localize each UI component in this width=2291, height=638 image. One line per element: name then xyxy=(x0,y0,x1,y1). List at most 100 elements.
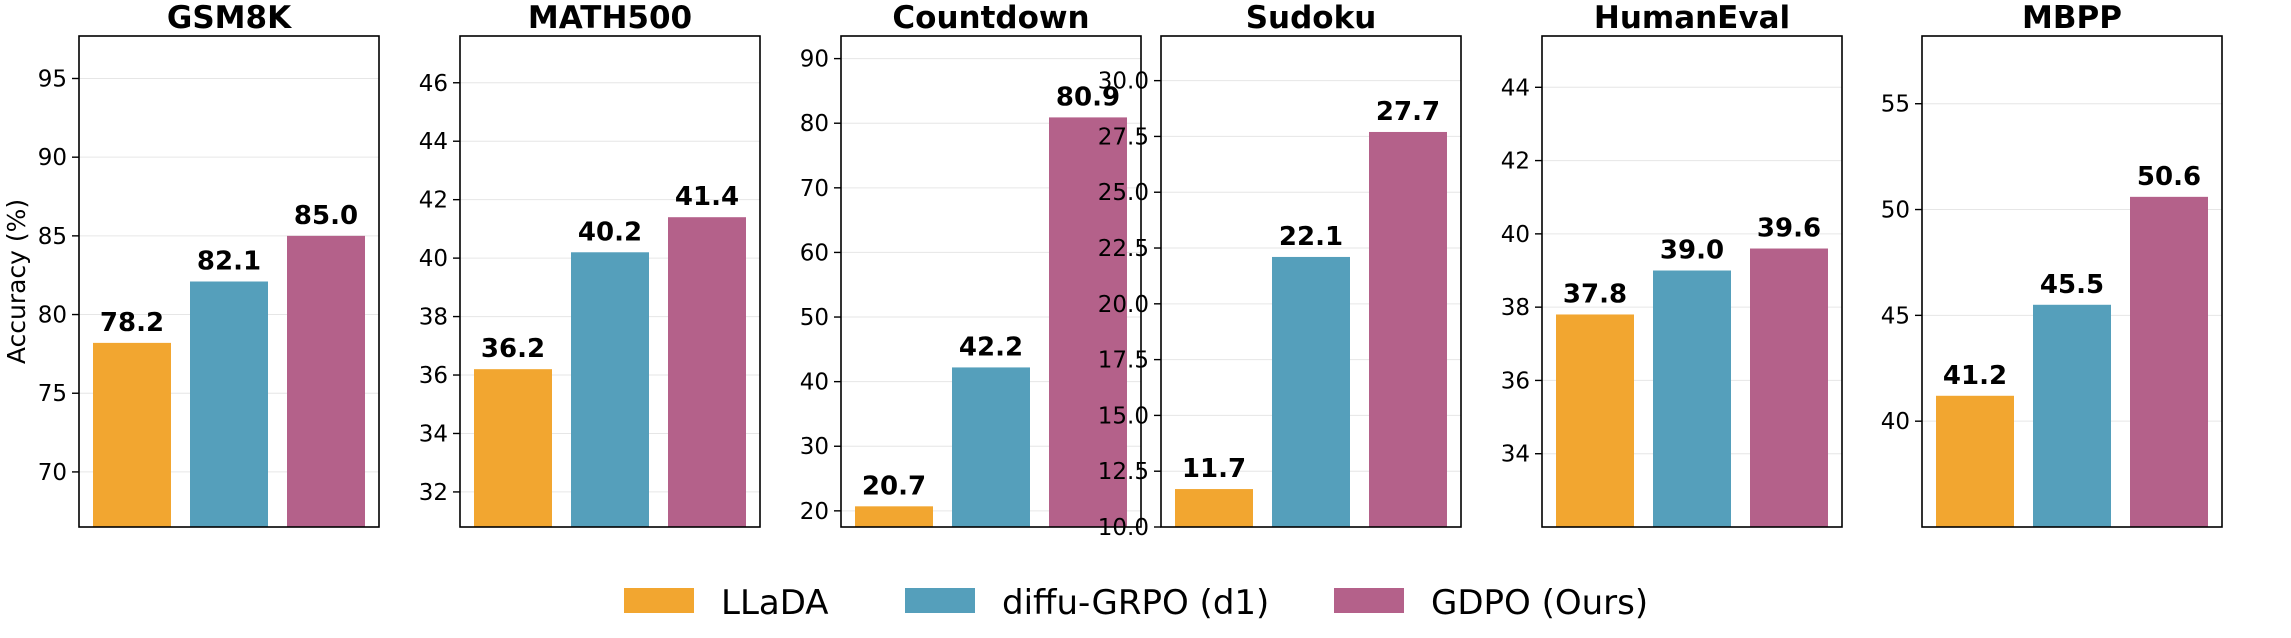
y-tick-label: 20.0 xyxy=(1098,292,1149,318)
axes-frame xyxy=(1160,35,1462,528)
y-tick-label: 70 xyxy=(38,460,67,486)
y-tick-label: 42 xyxy=(1501,149,1530,175)
y-tick-label: 50 xyxy=(1881,198,1910,224)
y-tick-label: 55 xyxy=(1881,92,1910,118)
bar xyxy=(668,217,746,527)
y-tick-label: 42 xyxy=(419,188,448,214)
value-label: 45.5 xyxy=(2040,270,2104,300)
y-tick-label: 36 xyxy=(419,363,448,389)
value-label: 42.2 xyxy=(959,332,1023,362)
legend-swatch xyxy=(905,588,975,613)
y-tick-label: 34 xyxy=(419,421,448,447)
bar xyxy=(1653,270,1731,527)
y-tick-label: 80 xyxy=(38,303,67,329)
y-tick-label: 22.5 xyxy=(1098,236,1149,262)
bar xyxy=(855,506,933,527)
bar xyxy=(1049,117,1127,527)
value-label: 11.7 xyxy=(1182,454,1246,484)
value-label: 41.2 xyxy=(1943,361,2007,391)
y-tick-label: 60 xyxy=(800,240,829,266)
value-label: 80.9 xyxy=(1056,82,1120,112)
bar xyxy=(190,281,268,527)
y-tick-label: 80 xyxy=(800,111,829,137)
chart-panel: 37.8 39.0 39.6 34 36 38 40 42 44 HumanEval xyxy=(1501,0,1843,528)
chart-panel: 36.2 40.2 41.4 32 34 36 38 40 42 44 46 MATH500 xyxy=(419,0,761,528)
y-tick-label: 44 xyxy=(419,129,448,155)
bar xyxy=(952,367,1030,527)
y-tick-label: 38 xyxy=(419,305,448,331)
y-tick-label: 25.0 xyxy=(1098,180,1149,206)
y-tick-label: 36 xyxy=(1501,368,1530,394)
bar xyxy=(287,235,365,527)
bar xyxy=(1369,131,1447,527)
y-tick-label: 70 xyxy=(800,176,829,202)
legend-label: LLaDA xyxy=(721,583,829,623)
y-tick-label: 40 xyxy=(1501,222,1530,248)
value-label: 37.8 xyxy=(1563,279,1627,309)
y-tick-label: 27.5 xyxy=(1098,124,1149,150)
panel-title: GSM8K xyxy=(167,0,292,36)
y-tick-label: 90 xyxy=(38,145,67,171)
value-label: 22.1 xyxy=(1279,222,1343,252)
bar xyxy=(1750,248,1828,527)
chart-panel: 78.2 82.1 85.0 70 75 80 85 90 95 GSM8K Accuracy (%… xyxy=(2,0,380,528)
value-label: 39.6 xyxy=(1757,214,1821,244)
legend-label: diffu-GRPO (d1) xyxy=(1002,583,1269,623)
legend-label: GDPO (Ours) xyxy=(1431,583,1648,623)
legend: LLaDA diffu-GRPO (d1) GDPO (Ours) xyxy=(624,583,1648,623)
value-label: 36.2 xyxy=(481,334,545,364)
bar xyxy=(93,342,171,527)
legend-item: diffu-GRPO (d1) xyxy=(905,583,1269,623)
axes-frame xyxy=(78,35,380,528)
panels: 78.2 82.1 85.0 70 75 80 85 90 95 GSM8K Accuracy (%… xyxy=(2,0,2223,541)
legend-swatch xyxy=(624,588,694,613)
bar xyxy=(571,252,649,527)
bar xyxy=(1272,256,1350,527)
chart-panel: 11.7 22.1 27.7 10.0 12.5 15.0 17.5 20.0 22.5 25.0… xyxy=(1098,0,1462,541)
legend-swatch xyxy=(1334,588,1404,613)
value-label: 82.1 xyxy=(197,247,261,277)
axes-frame xyxy=(1921,35,2223,528)
y-tick-label: 40 xyxy=(419,246,448,272)
value-label: 85.0 xyxy=(294,201,358,231)
panel-title: MBPP xyxy=(2022,0,2122,36)
panel-title: Sudoku xyxy=(1246,0,1377,36)
legend-item: LLaDA xyxy=(624,583,829,623)
chart-panel: 20.7 42.2 80.9 20 30 40 50 60 70 80 90 Countdown xyxy=(800,0,1142,528)
value-label: 20.7 xyxy=(862,471,926,501)
axes-frame xyxy=(459,35,761,528)
y-tick-label: 20 xyxy=(800,499,829,525)
y-tick-label: 44 xyxy=(1501,75,1530,101)
bar xyxy=(1936,395,2014,527)
y-tick-label: 45 xyxy=(1881,303,1910,329)
y-tick-label: 40 xyxy=(1881,409,1910,435)
y-tick-label: 17.5 xyxy=(1098,348,1149,374)
y-tick-label: 40 xyxy=(800,370,829,396)
value-label: 78.2 xyxy=(100,308,164,338)
y-tick-label: 15.0 xyxy=(1098,403,1149,429)
y-tick-label: 30 xyxy=(800,434,829,460)
value-label: 39.0 xyxy=(1660,236,1724,266)
y-tick-label: 46 xyxy=(419,71,448,97)
legend-item: GDPO (Ours) xyxy=(1334,583,1648,623)
y-tick-label: 30.0 xyxy=(1098,69,1149,95)
y-axis-label: Accuracy (%) xyxy=(2,199,31,364)
bar xyxy=(2130,196,2208,527)
y-tick-label: 12.5 xyxy=(1098,459,1149,485)
y-tick-label: 32 xyxy=(419,480,448,506)
panel-title: MATH500 xyxy=(528,0,692,36)
bar xyxy=(474,369,552,527)
y-tick-label: 50 xyxy=(800,305,829,331)
bar xyxy=(2033,304,2111,527)
y-tick-label: 10.0 xyxy=(1098,515,1149,541)
value-label: 40.2 xyxy=(578,217,642,247)
value-label: 27.7 xyxy=(1376,97,1440,127)
chart-panel: 41.2 45.5 50.6 40 45 50 55 MBPP xyxy=(1881,0,2223,528)
value-label: 50.6 xyxy=(2137,162,2201,192)
bar xyxy=(1175,489,1253,527)
axes-frame xyxy=(840,35,1142,528)
axes-frame xyxy=(1541,35,1843,528)
value-label: 41.4 xyxy=(675,182,739,212)
y-tick-label: 38 xyxy=(1501,295,1530,321)
